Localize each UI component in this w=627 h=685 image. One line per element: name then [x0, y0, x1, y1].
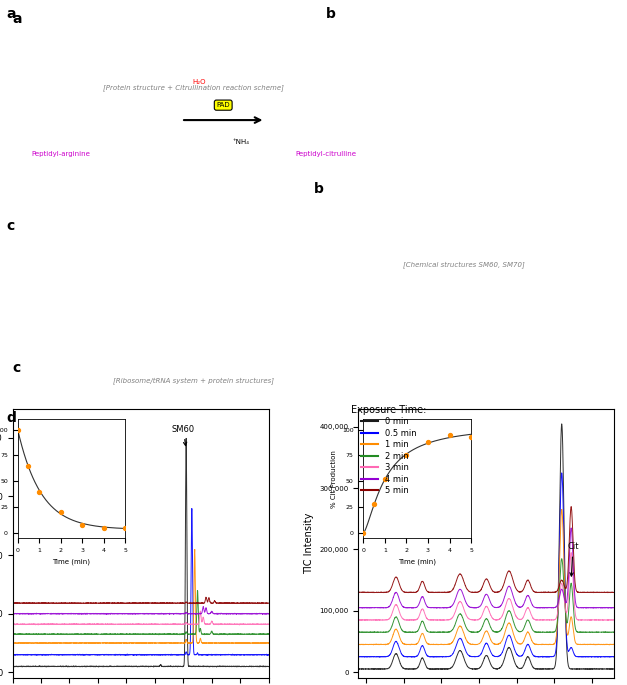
Text: ⁺NH₄: ⁺NH₄ — [233, 139, 250, 145]
Text: Peptidyl-citrulline: Peptidyl-citrulline — [295, 151, 356, 157]
Text: b: b — [314, 182, 324, 196]
Text: b: b — [326, 7, 336, 21]
Text: [Chemical structures SM60, SM70]: [Chemical structures SM60, SM70] — [403, 261, 525, 268]
Y-axis label: TIC Intensity: TIC Intensity — [304, 512, 314, 574]
Text: SM60: SM60 — [172, 425, 195, 446]
Text: c: c — [6, 219, 14, 233]
Text: Peptidyl-arginine: Peptidyl-arginine — [31, 151, 90, 157]
Text: Cit: Cit — [567, 543, 579, 576]
Text: d: d — [6, 411, 16, 425]
Legend: 0 min, 0.5 min, 1 min, 2 min, 3 min, 4 min, 5 min: 0 min, 0.5 min, 1 min, 2 min, 3 min, 4 m… — [348, 401, 429, 499]
Text: a: a — [6, 7, 16, 21]
Text: PAD: PAD — [216, 102, 230, 108]
Text: c: c — [13, 361, 21, 375]
Text: [Ribosome/tRNA system + protein structures]: [Ribosome/tRNA system + protein structur… — [113, 377, 273, 384]
Text: a: a — [13, 12, 22, 26]
Text: [Protein structure + Citrullination reaction scheme]: [Protein structure + Citrullination reac… — [103, 84, 283, 91]
Text: H₂O: H₂O — [192, 79, 206, 86]
